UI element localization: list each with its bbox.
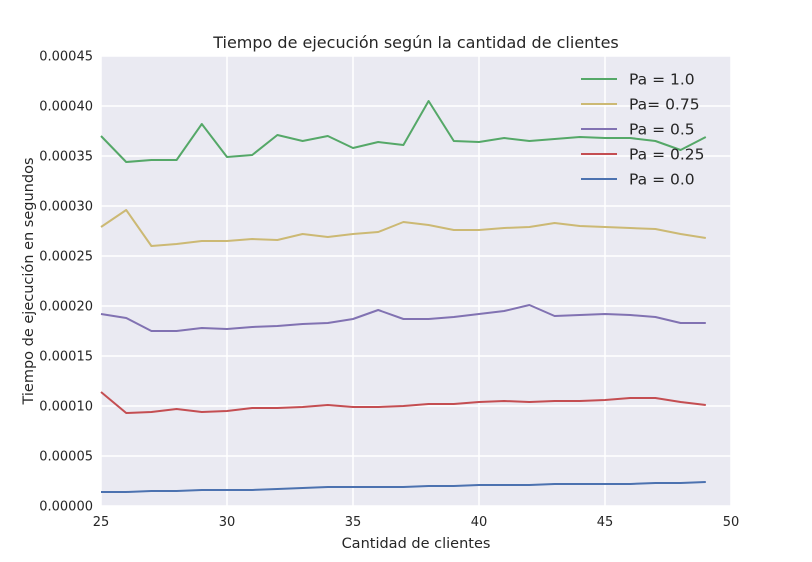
y-axis-title: Tiempo de ejecución en segundos [21,157,37,405]
legend-label: Pa = 0.25 [629,146,705,164]
y-tick-label: 0.00030 [39,200,93,215]
legend-label: Pa = 0.0 [629,171,695,189]
x-axis-title: Cantidad de clientes [342,536,491,552]
tick-labels: 25 30 35 40 45 50 0.00000 0.00005 0.00010 0.00015… [39,50,739,531]
y-tick-label: 0.00035 [39,150,93,165]
legend-label: Pa = 1.0 [629,71,695,89]
y-tick-label: 0.00010 [39,400,93,415]
x-tick-label: 40 [471,515,488,530]
legend: Pa = 1.0 Pa= 0.75 Pa = 0.5 Pa = 0.25 Pa = 0.… [581,71,705,189]
legend-label: Pa= 0.75 [629,96,700,114]
series-line [100,391,706,414]
y-tick-label: 0.00025 [39,250,93,265]
series-line [100,209,706,247]
y-tick-label: 0.00015 [39,350,93,365]
x-tick-label: 50 [723,515,740,530]
series-line [101,481,706,493]
y-tick-label: 0.00020 [39,300,93,315]
series-line [100,304,706,332]
x-tick-label: 35 [345,515,362,530]
x-tick-label: 45 [597,515,614,530]
y-tick-label: 0.00005 [39,450,93,465]
y-tick-label: 0.00000 [39,500,93,515]
grid-lines [100,55,732,507]
series-line [100,100,707,163]
y-tick-label: 0.00045 [39,50,93,65]
x-tick-label: 30 [219,515,236,530]
y-tick-label: 0.00040 [39,100,93,115]
legend-label: Pa = 0.5 [629,121,695,139]
series-lines [100,100,707,493]
x-tick-label: 25 [93,515,110,530]
chart-title: Tiempo de ejecución según la cantidad de… [212,33,619,52]
